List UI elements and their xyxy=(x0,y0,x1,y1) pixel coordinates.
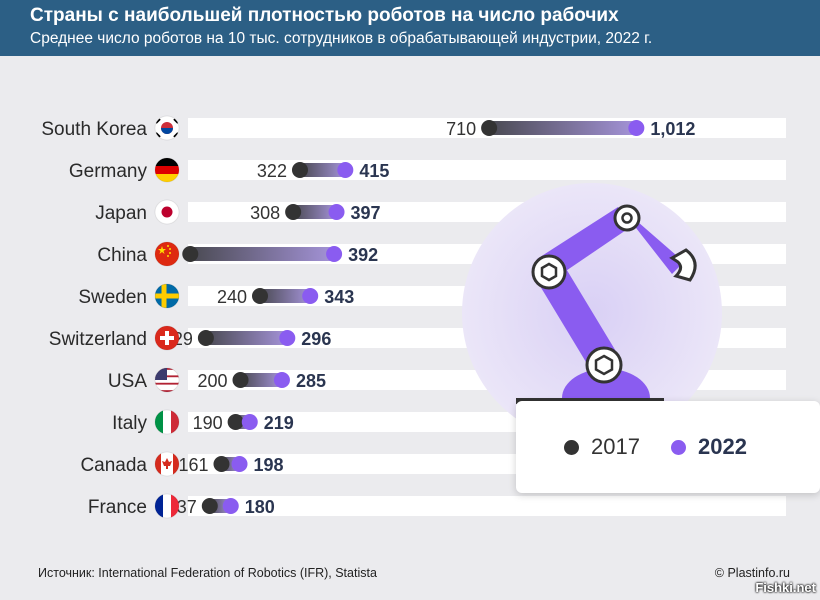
dot-2022 xyxy=(337,162,354,178)
value-label-2022: 343 xyxy=(324,287,354,307)
value-label-2017: 161 xyxy=(178,455,208,475)
dot-2017 xyxy=(285,204,302,220)
bar-range xyxy=(240,373,282,387)
country-label: Canada xyxy=(80,455,147,476)
header: Страны с наибольшей плотностью роботов н… xyxy=(0,0,820,56)
dot-2017 xyxy=(481,120,498,136)
value-label-2022: 285 xyxy=(296,371,326,391)
value-label-2022: 296 xyxy=(301,329,331,349)
legend-box: 2017 2022 xyxy=(516,401,820,493)
value-label-2022: 415 xyxy=(359,161,389,181)
legend-dot-2017 xyxy=(564,439,579,455)
bar-range xyxy=(190,247,335,261)
usa-flag xyxy=(154,367,180,393)
value-label-2022: 1,012 xyxy=(650,119,695,139)
dot-2017 xyxy=(252,288,268,304)
watermark: Fishki.net xyxy=(755,580,816,595)
country-label: Italy xyxy=(112,413,147,434)
legend-item-2017: 2017 xyxy=(564,434,640,460)
value-label-2017: 308 xyxy=(250,203,280,223)
bar-range xyxy=(293,205,337,219)
bar-range xyxy=(299,163,346,177)
dot-2022 xyxy=(241,414,258,430)
robot-joint-base xyxy=(585,346,623,384)
chart-subtitle: Среднее число роботов на 10 тыс. сотрудн… xyxy=(30,30,653,47)
dot-2022 xyxy=(328,204,345,220)
value-label-2022: 180 xyxy=(245,497,275,517)
dot-2017 xyxy=(201,498,218,514)
china-flag xyxy=(154,241,180,267)
dot-2022 xyxy=(326,246,343,262)
source-note: Источник: International Federation of Ro… xyxy=(38,566,377,580)
country-label: Germany xyxy=(69,161,148,182)
dot-2022 xyxy=(231,456,248,472)
legend-label-2022: 2022 xyxy=(698,434,747,459)
legend-label-2017: 2017 xyxy=(591,434,640,459)
country-label: Japan xyxy=(95,203,147,224)
switzerland-flag xyxy=(154,325,180,351)
value-label-2022: 392 xyxy=(348,245,378,265)
country-label: USA xyxy=(108,371,147,392)
robot-joint-elbow xyxy=(531,254,567,290)
country-label: Sweden xyxy=(78,287,147,308)
value-label-2017: 240 xyxy=(217,287,247,307)
canada-flag xyxy=(154,451,180,477)
japan-flag xyxy=(154,199,180,225)
robot-lower-arm xyxy=(534,262,620,372)
dot-2022 xyxy=(273,372,290,388)
dot-2022 xyxy=(302,288,319,304)
value-label-2017: 322 xyxy=(257,161,287,181)
country-label: Switzerland xyxy=(49,329,147,350)
value-label-2017: 190 xyxy=(193,413,223,433)
copyright: © Plastinfo.ru xyxy=(714,566,790,580)
dot-2017 xyxy=(182,246,199,262)
value-label-2017: 200 xyxy=(197,371,227,391)
country-label: China xyxy=(97,245,147,266)
legend-dot-2022 xyxy=(671,439,686,455)
south-korea-flag xyxy=(154,115,180,141)
bar-range xyxy=(205,331,288,345)
country-label: South Korea xyxy=(41,119,147,140)
dot-2017 xyxy=(291,162,308,178)
country-label: France xyxy=(88,497,147,518)
dot-2017 xyxy=(197,330,214,346)
value-label-2022: 397 xyxy=(351,203,381,223)
dot-2017 xyxy=(213,456,230,472)
value-label-2022: 219 xyxy=(264,413,294,433)
value-label-2022: 198 xyxy=(254,455,284,475)
robot-gripper xyxy=(669,248,697,282)
robot-joint-wrist xyxy=(613,204,641,232)
italy-flag xyxy=(154,409,180,435)
chart-title: Страны с наибольшей плотностью роботов н… xyxy=(30,5,619,26)
sweden-flag xyxy=(154,283,180,309)
row-track xyxy=(188,496,786,516)
bar-range xyxy=(260,289,311,303)
germany-flag xyxy=(154,157,180,183)
value-label-2017: 710 xyxy=(446,119,476,139)
dot-2022 xyxy=(628,120,645,136)
legend-item-2022: 2022 xyxy=(671,434,747,460)
dot-2017 xyxy=(227,414,244,430)
dot-2022 xyxy=(279,330,296,346)
dot-2017 xyxy=(232,372,249,388)
dot-2022 xyxy=(222,498,239,514)
bar-range xyxy=(489,121,637,135)
france-flag xyxy=(154,493,180,519)
